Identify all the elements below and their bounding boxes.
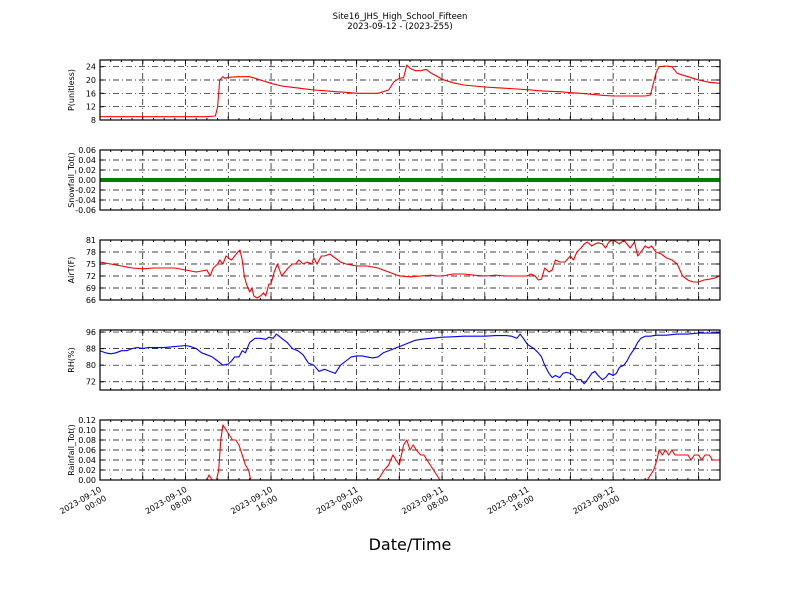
y-tick-label: 75 [86,260,96,269]
panels-group: 812162024P(unitless)-0.06-0.04-0.020.000… [67,59,721,485]
x-tick-label: 2023-09-1000:00 [58,485,108,525]
x-tick-label: 2023-09-1016:00 [229,485,279,525]
panel-2: -0.06-0.04-0.020.000.020.040.06Snowfall_… [67,146,721,215]
y-tick-label: 0.02 [78,466,96,475]
y-tick-label: 0.10 [78,426,96,435]
y-tick-label: 0.08 [78,436,96,445]
x-tick-label: 2023-09-1108:00 [400,485,450,525]
y-tick-label: 66 [86,296,96,305]
y-tick-label: 72 [86,272,96,281]
x-axis-label: Date/Time [369,535,452,554]
panel-3: 66 69 72 75 78 81 AirT(F) [67,236,721,305]
panel-frame [99,329,721,391]
x-tick-label: 2023-09-1200:00 [571,485,621,525]
y-tick-label: 0.00 [78,176,96,185]
y-tick-label: 24 [86,63,96,72]
y-tick-label: 96 [86,328,96,337]
y-tick-label: 0.06 [78,446,96,455]
y-tick-label: -0.04 [75,196,96,205]
x-tick-label: 2023-09-1116:00 [486,485,536,525]
y-tick-label: 0.04 [78,156,96,165]
y-axis-label: Snowfall_Tot() [67,152,76,208]
panel-4: 72 80 88 96 RH(%) [67,328,721,391]
panel-frame [99,149,721,211]
y-tick-label: 8 [91,116,96,125]
y-tick-label: 78 [86,248,96,257]
panel-frame [99,59,721,121]
y-tick-label: 0.12 [78,416,96,425]
y-tick-label: 0.04 [78,456,96,465]
y-tick-label: 88 [86,345,96,354]
panel-5: 0.000.020.040.060.080.100.12Rainfall_Tot… [67,416,721,485]
series-line [99,239,721,299]
y-tick-label: 69 [86,284,96,293]
series-line [100,64,721,118]
y-tick-label: 0.06 [78,146,96,155]
y-axis-label: P(unitless) [67,69,76,111]
panel-1: 8 12 16 20 24 P(unitless) [67,59,721,125]
y-tick-label: 72 [86,378,96,387]
y-tick-label: 81 [86,236,96,245]
y-tick-label: 20 [86,76,96,85]
panel-frame [99,239,721,301]
y-axis-label: Rainfall_Tot() [67,424,76,476]
chart-subtitle: 2023-09-12 - (2023-255) [347,22,452,32]
x-tick-label: 2023-09-1100:00 [315,485,365,525]
series-line [99,332,720,385]
y-tick-label: 12 [86,103,96,112]
y-axis-label: RH(%) [67,347,76,372]
y-tick-label: 80 [86,361,96,370]
y-axis-label: AirT(F) [67,257,76,284]
x-tick-label: 2023-09-1008:00 [144,485,194,525]
y-tick-label: 0.00 [78,476,96,485]
y-tick-label: 0.02 [78,166,96,175]
chart-title: Site16_JHS_High_School_Fifteen [333,12,468,22]
y-tick-label: -0.06 [75,206,96,215]
panel-frame [99,419,721,481]
y-tick-label: 16 [86,89,96,98]
y-tick-label: -0.02 [75,186,96,195]
x-axis: 2023-09-1000:00 2023-09-1008:00 2023-09-10… [58,485,621,525]
series-line [100,424,720,481]
